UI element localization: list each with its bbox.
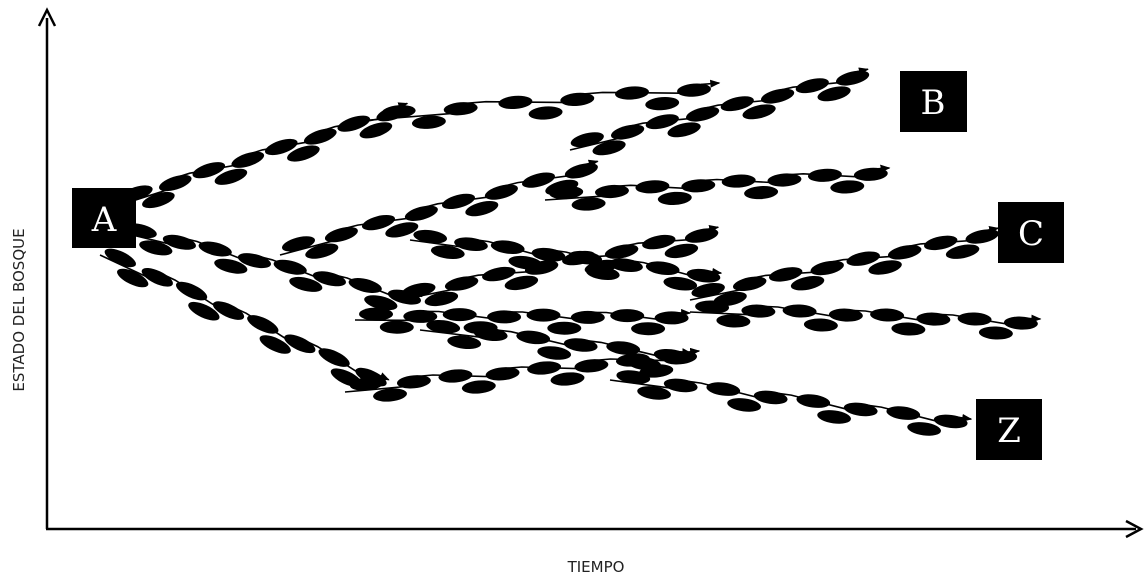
succession-chain-b1 xyxy=(118,102,411,211)
node-z: Z xyxy=(976,399,1042,460)
tree-state-c3-2-1 xyxy=(891,322,926,337)
tree-state-b2-2-1 xyxy=(645,96,680,112)
tree-state-z1-1-0 xyxy=(438,368,473,384)
tree-state-c1-0-0 xyxy=(412,228,447,245)
tree-state-m1-1-2 xyxy=(403,203,439,224)
tree-state-m5-2-0 xyxy=(526,309,560,322)
tree-state-c3-1-0 xyxy=(782,304,817,319)
x-axis-label: TIEMPO xyxy=(567,558,625,576)
tree-state-m2-1-1 xyxy=(657,191,692,206)
tree-state-m2-0-1 xyxy=(571,196,606,211)
tree-state-m5-3-1 xyxy=(631,322,665,335)
succession-chain-c2 xyxy=(690,227,1000,309)
succession-chain-m4 xyxy=(120,220,422,313)
tree-state-m5-0-1 xyxy=(380,321,414,334)
tree-state-z2-1-0 xyxy=(706,380,741,397)
node-a: A xyxy=(72,188,136,248)
tree-state-m5-1-0 xyxy=(443,308,477,321)
tree-state-b2-1-1 xyxy=(528,105,563,121)
node-c: C xyxy=(998,202,1064,263)
tree-state-c2-2-2 xyxy=(887,243,923,263)
node-b: B xyxy=(900,71,967,132)
succession-chain-m5 xyxy=(355,308,690,336)
tree-state-b3-2-2 xyxy=(760,86,796,107)
tree-state-b2-1-0 xyxy=(498,95,533,111)
tree-state-c3-3-1 xyxy=(979,326,1014,341)
tree-state-c3-0-1 xyxy=(716,314,751,329)
succession-chain-c3 xyxy=(690,300,1040,341)
tree-state-m5-3-0 xyxy=(610,309,644,322)
tree-state-b3-3-2 xyxy=(835,68,871,89)
tree-state-m4-1-0 xyxy=(197,239,233,260)
tree-state-b2-2-0 xyxy=(615,85,650,101)
tree-state-z1-1-1 xyxy=(461,379,496,395)
tree-state-m1-3-2 xyxy=(563,160,599,181)
tree-state-c1-3-0 xyxy=(645,259,680,276)
node-a-label: A xyxy=(91,200,117,240)
tree-state-z2-2-0 xyxy=(796,392,831,409)
tree-state-c3-1-1 xyxy=(804,318,839,333)
node-z-label: Z xyxy=(997,411,1021,451)
tree-state-m4-2-0 xyxy=(272,257,308,278)
tree-state-b3-1-2 xyxy=(685,104,721,125)
tree-state-c1-1-0 xyxy=(490,238,525,255)
succession-chain-z2 xyxy=(610,368,971,437)
tree-state-c3-3-0 xyxy=(957,312,992,327)
tree-state-m1-2-2 xyxy=(483,181,519,202)
tree-state-z1-2-0 xyxy=(527,360,562,376)
succession-chain-b3 xyxy=(569,68,870,158)
node-c-label: C xyxy=(1018,214,1044,254)
tree-state-m5-2-1 xyxy=(547,322,581,335)
y-axis-label: ESTADO DEL BOSQUE xyxy=(10,228,28,391)
tree-state-m2-2-0 xyxy=(721,173,756,188)
tree-state-m2-2-1 xyxy=(744,185,779,200)
tree-state-b1-1-2 xyxy=(230,148,266,171)
tree-state-m4-3-0 xyxy=(347,275,383,296)
tree-state-m2-3-0 xyxy=(808,168,843,183)
tree-state-m2-1-0 xyxy=(635,179,670,194)
succession-chain-m2 xyxy=(545,167,889,212)
tree-state-m2-3-1 xyxy=(830,179,865,194)
node-b-label: B xyxy=(921,83,946,123)
tree-state-b1-2-2 xyxy=(302,125,338,148)
tree-state-z3-1-0 xyxy=(516,329,551,346)
succession-pathways xyxy=(100,68,1040,438)
tree-state-z2-3-0 xyxy=(886,404,921,421)
chain-connector-z2 xyxy=(610,380,971,426)
tree-state-c3-2-0 xyxy=(870,308,905,323)
tree-state-z1-2-1 xyxy=(550,371,585,387)
